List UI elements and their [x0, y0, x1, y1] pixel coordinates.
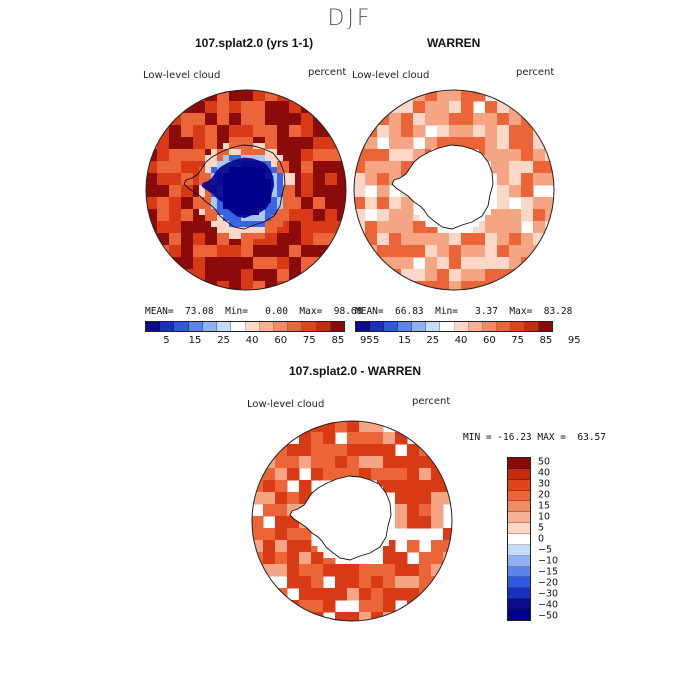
colorbar-tick-label: 0	[538, 533, 545, 545]
colorbar-cell	[440, 322, 455, 331]
colorbar-cell	[508, 512, 530, 524]
colorbar-cell	[454, 322, 469, 331]
colorbar-tick-label: −15	[538, 566, 559, 578]
colorbar-cell	[146, 322, 161, 331]
colorbar-cell	[160, 322, 175, 331]
colorbar-tick-label: 40	[538, 467, 551, 479]
stats-obs: MEAN= 66.83 Min= 3.37 Max= 83.28	[355, 306, 573, 317]
colorbar-cell	[508, 534, 530, 545]
colorbar-tick-label: 85	[539, 335, 553, 346]
colorbar-tick-label: −10	[538, 555, 559, 567]
colorbar-cell	[482, 322, 497, 331]
colorbar-tick-label: 95	[567, 335, 581, 346]
colorbar-cell	[508, 490, 530, 502]
colorbar-cell	[273, 322, 289, 331]
colorbar-tick-label: 50	[538, 456, 551, 468]
minmax-diff: MIN = -16.23 MAX = 63.57	[463, 432, 606, 443]
variable-label-obs: Low-level cloud	[352, 70, 430, 81]
colorbar-tick-label: −30	[538, 588, 559, 600]
colorbar-tick-label: 30	[538, 478, 551, 490]
colorbar-cell	[508, 468, 530, 480]
colorbar-tick-label: −5	[538, 544, 553, 556]
colorbar-cell	[370, 322, 385, 331]
units-label-diff: percent	[412, 396, 451, 407]
colorbar-cell	[508, 523, 530, 535]
panel-title-diff: 107.splat2.0 - WARREN	[289, 364, 422, 378]
colorbar-cell	[398, 322, 413, 331]
colorbar-cell	[202, 322, 218, 331]
colorbar-tick-label: 5	[163, 335, 170, 346]
colorbar-model	[145, 321, 345, 332]
colorbar-ticks-diff: 50 40 30 20 15 10 5 0 −5 −10 −15 −20 −30 −40 −50	[538, 457, 578, 621]
colorbar-cell	[231, 322, 246, 331]
colorbar-cell	[508, 479, 530, 491]
colorbar-tick-label: 10	[538, 511, 551, 523]
colorbar-tick-label: 40	[245, 335, 259, 346]
colorbar-cell	[510, 322, 525, 331]
colorbar-cell	[524, 322, 540, 331]
colorbar-tick-label: 95	[360, 335, 373, 346]
colorbar-cell	[508, 501, 530, 513]
colorbar-tick-label: 25	[426, 335, 440, 346]
colorbar-tick-label: 75	[302, 335, 316, 346]
colorbar-tick-label: −50	[538, 610, 559, 622]
colorbar-tick-label: 60	[482, 335, 496, 346]
polar-map-diff	[251, 420, 453, 622]
colorbar-tick-label: −40	[538, 599, 559, 611]
colorbar-tick-label: 15	[398, 335, 411, 346]
colorbar-cell	[426, 322, 441, 331]
colorbar-tick-label: 20	[538, 489, 551, 501]
colorbar-tick-label: 15	[188, 335, 202, 346]
colorbar-cell	[384, 322, 399, 331]
colorbar-cell	[508, 610, 530, 620]
colorbar-cell	[245, 322, 260, 331]
season-title: DJF	[327, 6, 373, 31]
colorbar-tick-label: 60	[274, 335, 288, 346]
variable-label-model: Low-level cloud	[143, 70, 221, 81]
colorbar-cell	[508, 566, 530, 578]
colorbar-tick-label: 40	[454, 335, 468, 346]
colorbar-cell	[508, 599, 530, 611]
colorbar-ticks-model: 5 15 25 40 60 75 85 95	[145, 335, 373, 347]
colorbar-cell	[468, 322, 483, 331]
colorbar-ticks-obs: 5 15 25 40 60 75 85 95	[355, 335, 581, 347]
colorbar-cell	[316, 322, 331, 331]
colorbar-diff	[507, 457, 531, 621]
panel-title-model: 107.splat2.0 (yrs 1-1)	[195, 36, 314, 50]
colorbar-cell	[496, 322, 511, 331]
colorbar-cell	[330, 322, 345, 331]
colorbar-cell	[508, 588, 530, 600]
colorbar-tick-label: 5	[538, 522, 545, 534]
colorbar-tick-label: 25	[217, 335, 230, 346]
colorbar-cell	[508, 555, 530, 567]
units-label-obs: percent	[516, 67, 555, 78]
colorbar-cell	[217, 322, 232, 331]
colorbar-cell	[508, 577, 530, 589]
colorbar-obs	[355, 321, 553, 332]
stats-model: MEAN= 73.08 Min= 0.00 Max= 98.68	[145, 306, 363, 317]
polar-map-model	[145, 89, 347, 291]
colorbar-tick-label: 75	[511, 335, 525, 346]
colorbar-cell	[302, 322, 317, 331]
colorbar-cell	[412, 322, 427, 331]
colorbar-cell	[508, 544, 530, 556]
colorbar-cell	[508, 458, 530, 469]
colorbar-tick-label: 5	[373, 335, 380, 346]
colorbar-cell	[174, 322, 189, 331]
units-label-model: percent	[308, 67, 347, 78]
panel-title-obs: WARREN	[427, 36, 481, 50]
colorbar-tick-label: 85	[331, 335, 345, 346]
colorbar-cell	[288, 322, 303, 331]
colorbar-tick-label: 15	[538, 500, 551, 512]
variable-label-diff: Low-level cloud	[247, 399, 325, 410]
colorbar-cell	[188, 322, 203, 331]
colorbar-cell	[259, 322, 274, 331]
colorbar-cell	[356, 322, 371, 331]
colorbar-tick-label: −20	[538, 577, 559, 589]
polar-map-obs	[353, 89, 555, 291]
colorbar-cell	[539, 322, 553, 331]
